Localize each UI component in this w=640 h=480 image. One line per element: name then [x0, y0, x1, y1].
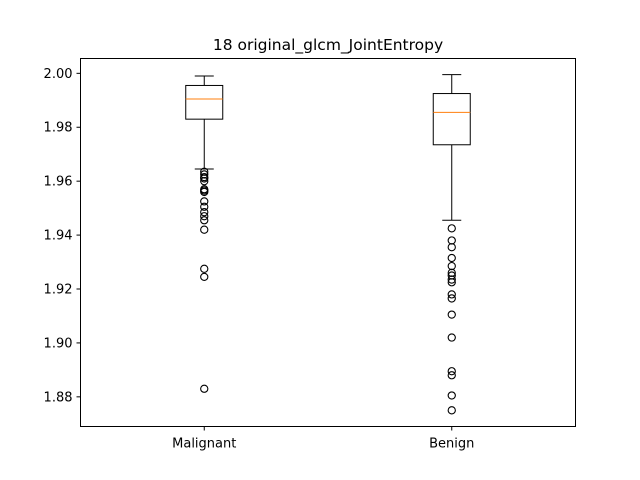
outlier-point-benign	[447, 294, 456, 303]
outlier-point-malignant	[200, 197, 209, 206]
outlier-point-malignant	[200, 212, 209, 221]
y-tick-label: 1.90	[44, 336, 73, 351]
y-axis: 1.88 1.90 1.92 1.94 1.96 1.98 2.00	[44, 67, 81, 405]
box-benign	[432, 93, 471, 146]
outlier-point-malignant	[200, 216, 209, 225]
y-tick-label: 1.94	[44, 229, 73, 244]
outlier-point-malignant	[200, 187, 209, 197]
outlier-point-benign	[447, 310, 456, 319]
outlier-point-malignant	[200, 208, 209, 217]
outlier-point-benign	[447, 278, 456, 287]
box-group-benign	[432, 74, 471, 415]
plot-frame	[80, 58, 576, 427]
outlier-point-benign	[447, 243, 456, 252]
x-tick-label-malignant: Malignant	[172, 437, 236, 452]
x-tick-label-benign: Benign	[429, 437, 474, 452]
outlier-point-malignant	[200, 174, 209, 183]
x-axis: Malignant Benign	[172, 426, 474, 452]
boxes-layer	[185, 74, 471, 415]
y-tick-label: 1.92	[44, 283, 73, 298]
outlier-point-benign	[447, 224, 456, 233]
y-tick-label: 1.88	[44, 390, 73, 405]
y-tick-label: 1.96	[44, 175, 73, 190]
outlier-point-benign	[447, 391, 456, 400]
box-group-malignant	[185, 75, 224, 393]
outlier-point-benign	[447, 290, 456, 299]
y-tick-label: 1.98	[44, 121, 73, 136]
box-malignant	[185, 84, 224, 120]
chart-title: 18 original_glcm_JointEntropy	[213, 36, 443, 55]
outlier-point-malignant	[200, 202, 209, 211]
outlier-point-benign	[447, 275, 456, 284]
outlier-point-malignant	[200, 272, 209, 282]
y-tick-label: 2.00	[44, 67, 73, 82]
outlier-point-benign	[447, 333, 456, 342]
outlier-point-benign	[447, 406, 456, 415]
outlier-point-benign	[447, 367, 456, 376]
outlier-point-malignant	[200, 177, 209, 186]
outlier-point-malignant	[200, 384, 209, 393]
outlier-point-malignant	[200, 225, 209, 234]
outlier-point-benign	[447, 371, 456, 380]
outlier-point-benign	[447, 253, 456, 263]
outlier-point-malignant	[200, 264, 209, 273]
